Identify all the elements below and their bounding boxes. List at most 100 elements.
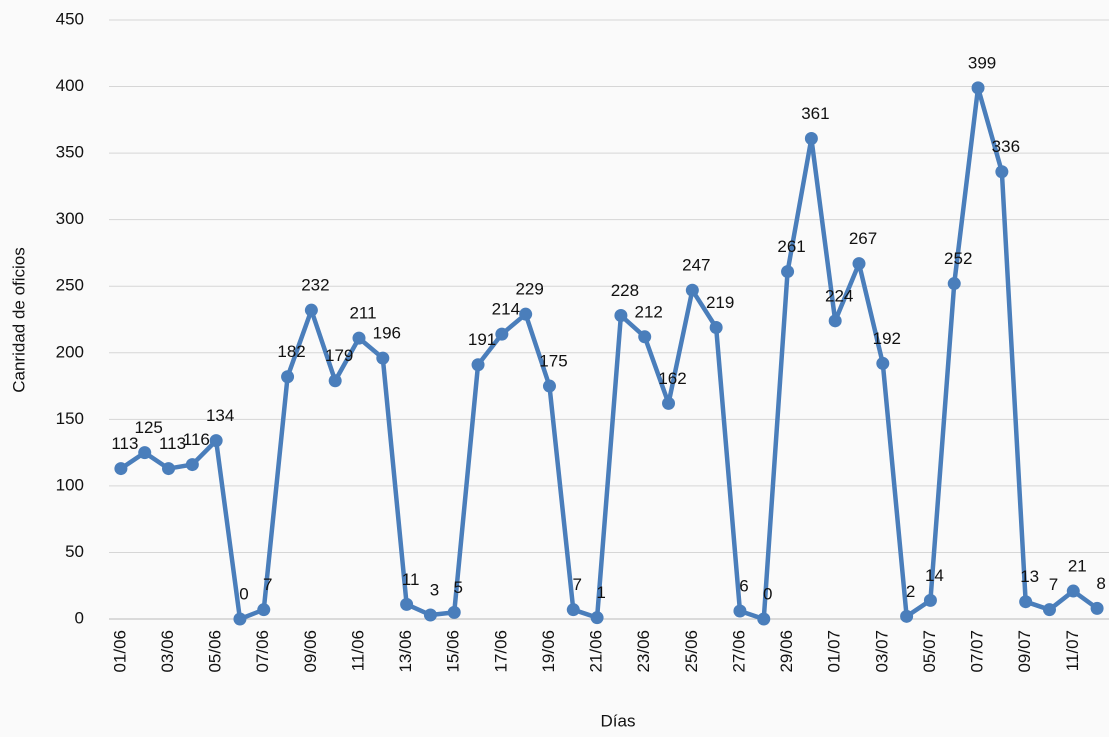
marker	[900, 610, 913, 623]
x-tick-label: 21/06	[587, 630, 606, 673]
marker	[281, 370, 294, 383]
data-label: 211	[349, 304, 376, 323]
data-label: 6	[739, 576, 748, 595]
data-label: 247	[682, 256, 710, 275]
marker	[114, 462, 127, 475]
data-label: 1	[596, 583, 605, 602]
data-label: 8	[1096, 574, 1105, 593]
x-tick-label: 03/06	[158, 630, 177, 673]
data-label: 212	[635, 302, 663, 321]
data-label: 14	[925, 566, 944, 585]
line	[121, 88, 1097, 619]
y-tick-label: 200	[56, 342, 84, 361]
y-tick-label: 0	[75, 608, 84, 627]
data-label: 182	[277, 342, 305, 361]
x-tick-label: 11/07	[1063, 630, 1082, 671]
x-tick-label: 05/07	[920, 630, 939, 673]
marker	[257, 603, 270, 616]
chart: Días Canridad de oficios 050100150200250…	[0, 0, 1109, 737]
x-tick-label: 07/06	[253, 630, 272, 673]
y-tick-label: 450	[56, 9, 84, 28]
marker	[1019, 595, 1032, 608]
data-label: 0	[763, 584, 772, 603]
marker	[1067, 585, 1080, 598]
marker	[353, 332, 366, 345]
data-label: 2	[906, 582, 915, 601]
marker	[876, 357, 889, 370]
y-tick-label: 50	[65, 542, 84, 561]
data-label: 116	[183, 430, 210, 449]
y-tick-label: 400	[56, 76, 84, 95]
data-label: 191	[468, 330, 496, 349]
marker	[567, 603, 580, 616]
y-tick-label: 150	[56, 409, 84, 428]
data-label: 336	[992, 137, 1020, 156]
data-label: 13	[1020, 567, 1039, 586]
data-label: 229	[515, 280, 543, 299]
marker	[400, 598, 413, 611]
data-label: 7	[573, 575, 582, 594]
marker	[781, 265, 794, 278]
data-label: 228	[611, 281, 639, 300]
marker	[995, 165, 1008, 178]
marker	[733, 605, 746, 618]
data-label: 5	[454, 578, 463, 597]
marker	[710, 321, 723, 334]
y-axis-title: Canridad de oficios	[9, 247, 28, 393]
data-label: 224	[825, 286, 853, 305]
marker	[162, 462, 175, 475]
x-tick-label: 13/06	[396, 630, 415, 673]
x-tick-label: 11/06	[348, 630, 367, 671]
y-tick-label: 100	[56, 475, 84, 494]
data-label: 7	[1049, 575, 1058, 594]
marker	[853, 257, 866, 270]
marker	[805, 132, 818, 145]
marker	[305, 304, 318, 317]
data-label: 179	[325, 346, 353, 365]
marker	[376, 352, 389, 365]
marker	[948, 277, 961, 290]
x-tick-label: 29/06	[777, 630, 796, 673]
x-tick-label: 07/07	[968, 630, 987, 673]
marker	[186, 458, 199, 471]
marker	[472, 358, 485, 371]
data-label: 3	[430, 580, 439, 599]
data-label: 261	[777, 237, 805, 256]
marker	[686, 284, 699, 297]
x-tick-label: 25/06	[682, 630, 701, 673]
data-label: 134	[206, 406, 234, 425]
data-label: 232	[301, 276, 329, 295]
data-label: 219	[706, 293, 734, 312]
x-tick-label: 19/06	[539, 630, 558, 673]
x-tick-label: 15/06	[444, 630, 463, 673]
y-tick-label: 300	[56, 209, 84, 228]
x-tick-label: 17/06	[491, 630, 510, 673]
data-label: 162	[658, 369, 686, 388]
y-tick-label: 350	[56, 143, 84, 162]
marker	[233, 613, 246, 626]
data-label: 214	[492, 300, 520, 319]
x-tick-label: 23/06	[634, 630, 653, 673]
x-tick-label: 09/06	[301, 630, 320, 673]
marker	[210, 434, 223, 447]
x-tick-label: 01/07	[825, 630, 844, 673]
marker	[138, 446, 151, 459]
marker	[1043, 603, 1056, 616]
marker	[495, 328, 508, 341]
marker	[662, 397, 675, 410]
data-label: 361	[801, 104, 829, 123]
marker	[614, 309, 627, 322]
data-label: 196	[373, 324, 401, 343]
data-label: 192	[873, 329, 901, 348]
marker	[424, 609, 437, 622]
marker	[829, 314, 842, 327]
marker	[638, 330, 651, 343]
y-tick-label: 250	[56, 276, 84, 295]
data-label: 0	[239, 584, 248, 603]
x-tick-label: 05/06	[206, 630, 225, 673]
data-label: 11	[402, 570, 420, 589]
marker	[543, 380, 556, 393]
marker	[519, 308, 532, 321]
data-label: 267	[849, 229, 877, 248]
marker	[924, 594, 937, 607]
